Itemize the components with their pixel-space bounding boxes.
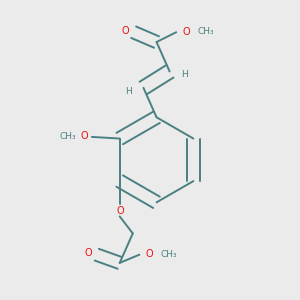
Text: O: O [145, 249, 153, 259]
Text: O: O [85, 248, 92, 258]
Text: CH₃: CH₃ [160, 250, 177, 259]
Text: H: H [181, 70, 188, 79]
Text: CH₃: CH₃ [197, 27, 214, 36]
Text: O: O [117, 206, 124, 216]
Text: O: O [122, 26, 129, 36]
Text: H: H [125, 87, 132, 96]
Text: CH₃: CH₃ [59, 132, 76, 141]
Text: O: O [81, 131, 88, 141]
Text: O: O [182, 27, 190, 37]
